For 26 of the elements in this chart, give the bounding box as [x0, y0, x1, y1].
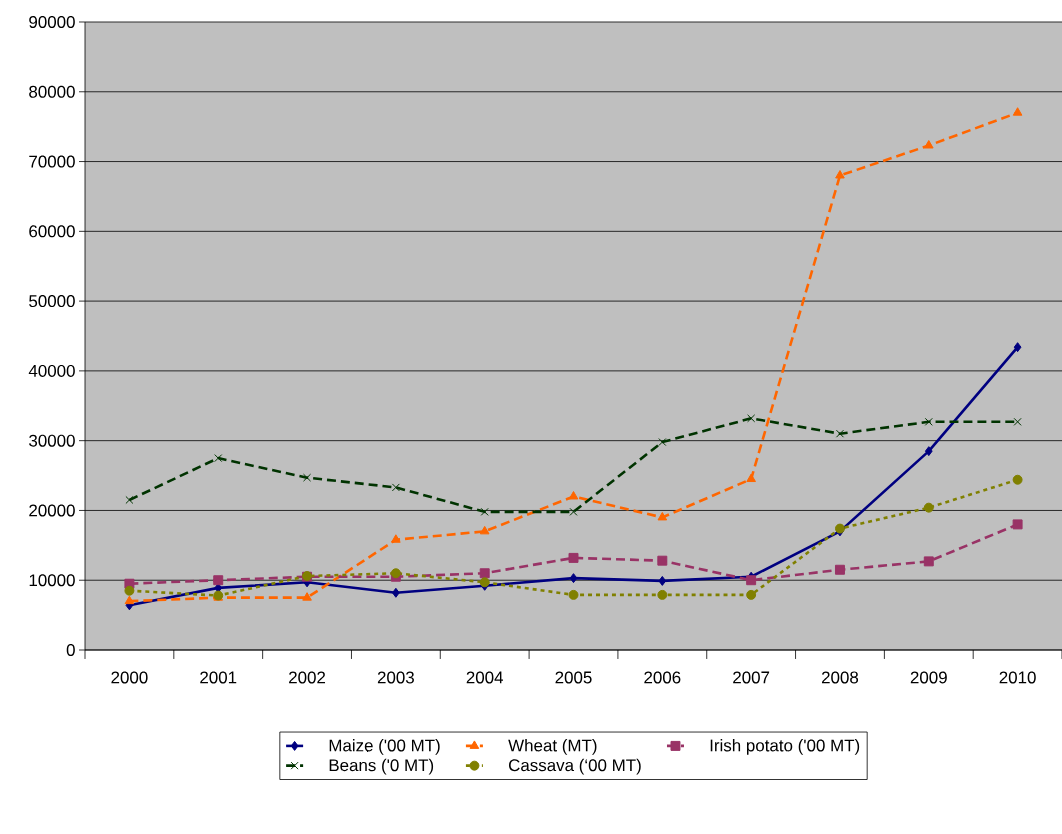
y-tick-label: 90000 [29, 15, 75, 28]
x-tick-label: 2006 [644, 671, 681, 684]
y-tick-label: 50000 [29, 295, 75, 308]
legend-label: Maize ('00 MT) [329, 739, 440, 755]
y-tick-label: 0 [66, 644, 75, 656]
legend-label: Cassava (‘00 MT) [508, 758, 641, 775]
x-tick-label: 2001 [200, 671, 237, 684]
y-tick-label: 70000 [29, 155, 75, 168]
x-tick-label: 2002 [289, 671, 326, 684]
x-tick-label: 2008 [821, 671, 859, 684]
y-tick-label: 40000 [28, 364, 75, 377]
y-tick-label: 20000 [29, 504, 75, 517]
legend-label: Wheat (MT) [508, 739, 597, 755]
x-tick-label: 2009 [910, 671, 947, 684]
x-tick-label: 2000 [111, 671, 148, 684]
y-tick-label: 60000 [29, 225, 75, 238]
y-tick-label: 10000 [29, 574, 75, 587]
y-tick-label: 30000 [29, 434, 75, 447]
x-tick-label: 2010 [999, 671, 1036, 684]
legend-label: Irish potato ('00 MT) [710, 739, 860, 755]
x-tick-label: 2007 [733, 671, 770, 684]
x-tick-label: 2005 [555, 671, 592, 684]
x-tick-label: 2003 [377, 671, 414, 684]
legend-label: Beans ('0 MT) [329, 758, 434, 775]
y-tick-label: 80000 [29, 85, 75, 98]
x-tick-label: 2004 [466, 671, 504, 684]
